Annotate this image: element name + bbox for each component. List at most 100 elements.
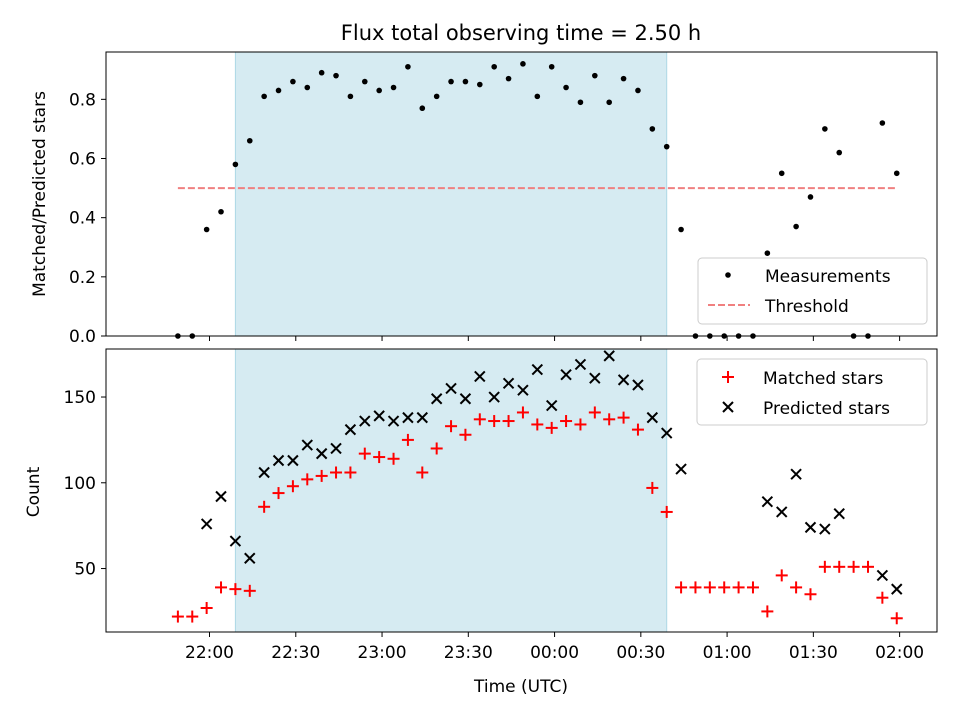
measurement-point (534, 93, 541, 100)
measurement-point (649, 126, 656, 132)
x-tick-label: 01:30 (789, 643, 838, 663)
predicted-star-point (531, 363, 544, 376)
bottom-axes-frame (105, 348, 938, 633)
measurement-point (376, 87, 382, 94)
matched-star-point (401, 433, 414, 446)
matched-star-point (344, 466, 357, 479)
measurement-point (548, 63, 555, 70)
predicted-star-point (373, 410, 385, 422)
matched-star-point (660, 505, 673, 518)
x-tick-label: 02:00 (875, 643, 924, 663)
predicted-star-point (402, 411, 414, 424)
measurement-point (347, 93, 354, 100)
matched-star-point (876, 591, 889, 604)
predicted-star-point (272, 454, 285, 467)
matched-star-point (243, 584, 256, 597)
matched-star-point (675, 581, 688, 594)
predicted-star-point (315, 447, 328, 460)
bottom-x-ticks: 22:00 22:30 23:00 23:30 00:00 00:30 01:00 01:30… (185, 632, 924, 663)
predicted-star-point (215, 490, 227, 503)
predicted-star-point (502, 377, 515, 390)
measurement-point (822, 126, 828, 132)
measurement-point (491, 63, 497, 70)
top-y-ticks: 0.0 0.2 0.4 0.6 0.8 (69, 90, 106, 347)
measurement-point (592, 72, 598, 79)
x-tick-label: 00:30 (616, 643, 665, 663)
measurement-point (778, 170, 785, 177)
matched-star-point (315, 469, 328, 482)
bottom-panel: 22:00 22:30 23:00 23:30 00:00 00:30 01:00 01:30… (24, 348, 938, 697)
top-y-tick-label: 0.4 (69, 209, 96, 229)
predicted-star-point (445, 382, 457, 395)
measurement-point (807, 194, 814, 200)
bottom-x-axis-label: Time (UTC) (473, 677, 568, 697)
predicted-star-point (244, 552, 256, 564)
measurement-point (419, 105, 426, 112)
measurement-point (405, 63, 411, 70)
measurement-point (390, 84, 397, 91)
matched-star-point (861, 560, 874, 573)
matched-star-point (689, 581, 702, 594)
predicted-star-point (330, 442, 342, 455)
matched-star-point (330, 466, 343, 479)
predicted-star-point (359, 415, 371, 427)
matched-star-point (732, 581, 745, 594)
x-tick-label: 23:00 (358, 643, 407, 663)
matched-star-point (445, 420, 458, 433)
matched-star-point (890, 612, 903, 625)
predicted-star-point (301, 439, 313, 451)
predicted-star-point (646, 411, 659, 424)
top-y-axis-label: Matched/Predicted stars (30, 91, 50, 297)
measurement-point (433, 93, 440, 100)
top-legend-box (697, 257, 928, 325)
matched-star-point (746, 581, 759, 594)
measurement-point (764, 250, 771, 256)
matched-star-point (603, 413, 616, 426)
predicted-star-point (574, 358, 587, 371)
measurement-point (275, 87, 282, 94)
top-y-tick-label: 0.8 (69, 90, 96, 110)
bottom-legend-box (696, 358, 928, 426)
matched-star-point (459, 428, 472, 441)
predicted-star-point (287, 454, 299, 467)
predicted-star-point (459, 393, 472, 405)
matched-star-point (531, 418, 544, 431)
matched-star-point (847, 560, 860, 573)
matched-star-point (416, 466, 429, 479)
predicted-star-point (876, 569, 889, 582)
bottom-y-tick-label: 150 (64, 388, 96, 408)
top-x-ticks (209, 336, 901, 341)
matched-star-point (804, 588, 817, 601)
predicted-star-point (632, 379, 644, 391)
x-tick-label: 22:00 (185, 643, 234, 663)
matched-star-point (286, 480, 299, 493)
legend-measurements-marker (725, 272, 731, 278)
matched-star-point (833, 560, 846, 573)
top-y-tick-label: 0.6 (69, 150, 96, 170)
matched-star-point (631, 423, 644, 436)
legend-predicted-label: Predicted stars (763, 399, 890, 419)
predicted-star-point (804, 521, 817, 534)
measurement-point (477, 81, 483, 88)
matched-star-point (430, 442, 443, 455)
matched-star-point (373, 451, 386, 464)
measurement-point (893, 170, 900, 177)
measurement-point (635, 87, 641, 94)
bottom-series-layer (171, 350, 903, 625)
bottom-y-axis-label: Count (24, 466, 44, 517)
predicted-star-point (790, 468, 802, 480)
predicted-star-point (833, 507, 845, 520)
matched-star-point (718, 581, 731, 594)
matched-star-point (588, 406, 601, 419)
top-chart-title: Flux total observing time = 2.50 h (341, 21, 701, 45)
matched-star-point (272, 487, 285, 500)
x-tick-label: 00:00 (530, 643, 579, 663)
measurement-point (318, 69, 325, 76)
matched-star-point (186, 610, 199, 623)
predicted-star-point (545, 399, 558, 412)
bottom-y-tick-label: 50 (74, 560, 96, 580)
measurement-point (304, 84, 311, 91)
matched-star-point (790, 581, 803, 594)
measurement-point (462, 78, 469, 85)
measurement-point (577, 99, 584, 106)
